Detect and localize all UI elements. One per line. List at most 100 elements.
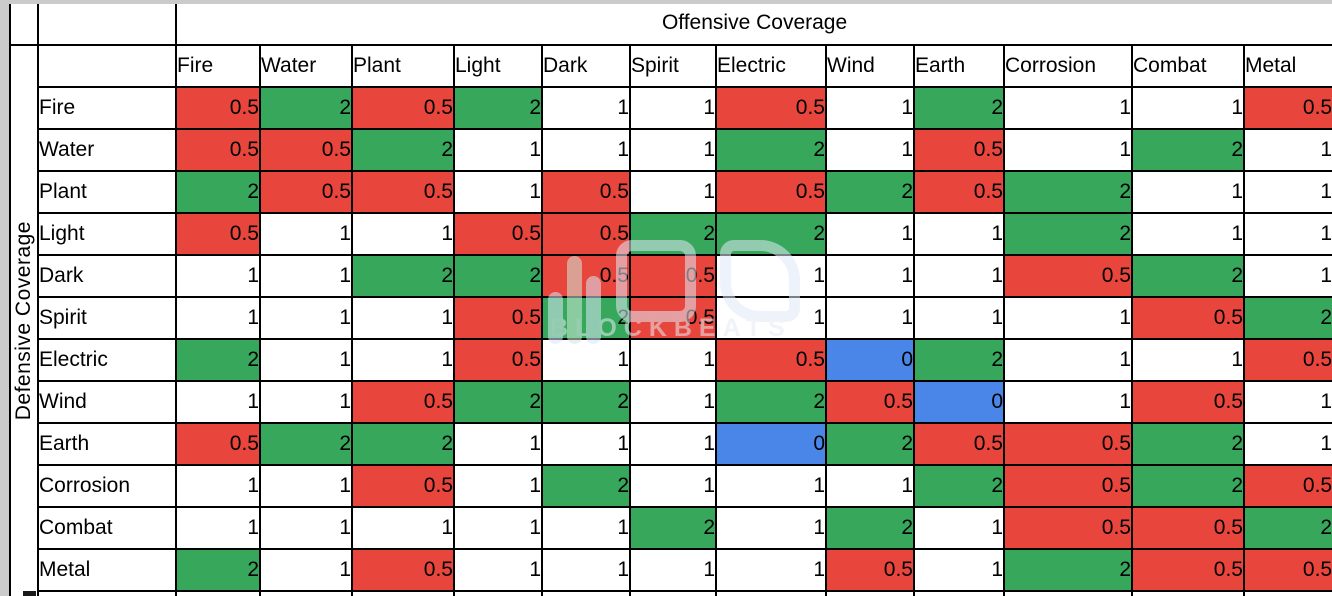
matrix-cell-metal-fire[interactable]: 2	[175, 548, 261, 592]
matrix-cell-wind-light[interactable]: 2	[453, 380, 543, 424]
matrix-cell-water-light[interactable]: 1	[453, 128, 543, 172]
matrix-cell-earth-earth[interactable]: 0.5	[913, 422, 1005, 466]
matrix-cell-metal-metal[interactable]: 0.5	[1242, 548, 1332, 592]
matrix-cell-combat-combat[interactable]: 0.5	[1131, 506, 1245, 550]
matrix-cell-electric-dark[interactable]: 1	[541, 338, 631, 382]
matrix-cell-metal-dark[interactable]: 1	[541, 548, 631, 592]
matrix-cell-spirit-wind[interactable]: 1	[825, 296, 915, 340]
matrix-cell-fire-light[interactable]: 2	[453, 86, 543, 130]
matrix-cell-fire-wind[interactable]: 1	[825, 86, 915, 130]
matrix-cell-earth-electric[interactable]: 0	[715, 422, 827, 466]
matrix-cell-corrosion-dark[interactable]: 2	[541, 464, 631, 508]
matrix-cell-water-earth[interactable]: 0.5	[913, 128, 1005, 172]
matrix-cell-electric-water[interactable]: 1	[259, 338, 353, 382]
matrix-cell-corrosion-corrosion[interactable]: 0.5	[1003, 464, 1133, 508]
col-header-corrosion[interactable]: Corrosion	[1003, 44, 1133, 88]
matrix-cell-metal-combat[interactable]: 0.5	[1131, 548, 1245, 592]
matrix-cell-light-electric[interactable]: 2	[715, 212, 827, 256]
matrix-cell-combat-plant[interactable]: 1	[351, 506, 455, 550]
matrix-cell-fire-combat[interactable]: 1	[1131, 86, 1245, 130]
matrix-cell-spirit-water[interactable]: 1	[259, 296, 353, 340]
matrix-cell-electric-corrosion[interactable]: 1	[1003, 338, 1133, 382]
matrix-cell-plant-combat[interactable]: 1	[1131, 170, 1245, 214]
matrix-cell-dark-light[interactable]: 2	[453, 254, 543, 298]
matrix-cell-combat-spirit[interactable]: 2	[629, 506, 717, 550]
matrix-cell-dark-wind[interactable]: 1	[825, 254, 915, 298]
matrix-cell-wind-corrosion[interactable]: 1	[1003, 380, 1133, 424]
matrix-cell-water-corrosion[interactable]: 1	[1003, 128, 1133, 172]
matrix-cell-plant-metal[interactable]: 1	[1242, 170, 1332, 214]
matrix-cell-plant-fire[interactable]: 2	[175, 170, 261, 214]
matrix-cell-light-fire[interactable]: 0.5	[175, 212, 261, 256]
matrix-cell-wind-fire[interactable]: 1	[175, 380, 261, 424]
matrix-cell-spirit-spirit[interactable]: 0.5	[629, 296, 717, 340]
matrix-cell-metal-electric[interactable]: 1	[715, 548, 827, 592]
matrix-cell-combat-corrosion[interactable]: 0.5	[1003, 506, 1133, 550]
matrix-cell-light-corrosion[interactable]: 2	[1003, 212, 1133, 256]
matrix-cell-plant-light[interactable]: 1	[453, 170, 543, 214]
matrix-cell-corrosion-wind[interactable]: 1	[825, 464, 915, 508]
matrix-cell-combat-water[interactable]: 1	[259, 506, 353, 550]
matrix-cell-light-wind[interactable]: 1	[825, 212, 915, 256]
matrix-cell-fire-water[interactable]: 2	[259, 86, 353, 130]
row-header-electric[interactable]: Electric	[37, 338, 177, 382]
matrix-cell-fire-dark[interactable]: 1	[541, 86, 631, 130]
matrix-cell-fire-plant[interactable]: 0.5	[351, 86, 455, 130]
row-header-spirit[interactable]: Spirit	[37, 296, 177, 340]
matrix-cell-metal-spirit[interactable]: 1	[629, 548, 717, 592]
col-header-light[interactable]: Light	[453, 44, 543, 88]
matrix-cell-fire-fire[interactable]: 0.5	[175, 86, 261, 130]
row-header-metal[interactable]: Metal	[37, 548, 177, 592]
matrix-cell-dark-metal[interactable]: 1	[1242, 254, 1332, 298]
matrix-cell-water-electric[interactable]: 2	[715, 128, 827, 172]
matrix-cell-dark-spirit[interactable]: 0.5	[629, 254, 717, 298]
matrix-cell-combat-wind[interactable]: 2	[825, 506, 915, 550]
matrix-cell-combat-light[interactable]: 1	[453, 506, 543, 550]
matrix-cell-plant-spirit[interactable]: 1	[629, 170, 717, 214]
matrix-cell-light-water[interactable]: 1	[259, 212, 353, 256]
matrix-cell-light-spirit[interactable]: 2	[629, 212, 717, 256]
matrix-cell-electric-spirit[interactable]: 1	[629, 338, 717, 382]
col-header-combat[interactable]: Combat	[1131, 44, 1245, 88]
matrix-cell-water-metal[interactable]: 1	[1242, 128, 1332, 172]
matrix-cell-combat-earth[interactable]: 1	[913, 506, 1005, 550]
matrix-cell-fire-corrosion[interactable]: 1	[1003, 86, 1133, 130]
col-header-earth[interactable]: Earth	[913, 44, 1005, 88]
col-header-wind[interactable]: Wind	[825, 44, 915, 88]
matrix-cell-light-dark[interactable]: 0.5	[541, 212, 631, 256]
matrix-cell-dark-water[interactable]: 1	[259, 254, 353, 298]
matrix-cell-metal-corrosion[interactable]: 2	[1003, 548, 1133, 592]
matrix-cell-combat-electric[interactable]: 1	[715, 506, 827, 550]
matrix-cell-plant-water[interactable]: 0.5	[259, 170, 353, 214]
col-header-dark[interactable]: Dark	[541, 44, 631, 88]
matrix-cell-electric-electric[interactable]: 0.5	[715, 338, 827, 382]
matrix-cell-wind-dark[interactable]: 2	[541, 380, 631, 424]
matrix-cell-combat-dark[interactable]: 1	[541, 506, 631, 550]
matrix-cell-spirit-dark[interactable]: 2	[541, 296, 631, 340]
row-header-corrosion[interactable]: Corrosion	[37, 464, 177, 508]
matrix-cell-corrosion-plant[interactable]: 0.5	[351, 464, 455, 508]
matrix-cell-light-earth[interactable]: 1	[913, 212, 1005, 256]
matrix-cell-corrosion-electric[interactable]: 1	[715, 464, 827, 508]
matrix-cell-dark-corrosion[interactable]: 0.5	[1003, 254, 1133, 298]
matrix-cell-water-fire[interactable]: 0.5	[175, 128, 261, 172]
matrix-cell-spirit-plant[interactable]: 1	[351, 296, 455, 340]
matrix-cell-dark-electric[interactable]: 1	[715, 254, 827, 298]
matrix-cell-metal-earth[interactable]: 1	[913, 548, 1005, 592]
row-header-fire[interactable]: Fire	[37, 86, 177, 130]
matrix-cell-plant-wind[interactable]: 2	[825, 170, 915, 214]
matrix-cell-light-combat[interactable]: 1	[1131, 212, 1245, 256]
matrix-cell-light-plant[interactable]: 1	[351, 212, 455, 256]
matrix-cell-corrosion-metal[interactable]: 0.5	[1242, 464, 1332, 508]
matrix-cell-electric-plant[interactable]: 1	[351, 338, 455, 382]
matrix-cell-corrosion-combat[interactable]: 2	[1131, 464, 1245, 508]
matrix-cell-electric-earth[interactable]: 2	[913, 338, 1005, 382]
row-header-plant[interactable]: Plant	[37, 170, 177, 214]
matrix-cell-earth-plant[interactable]: 2	[351, 422, 455, 466]
matrix-cell-dark-fire[interactable]: 1	[175, 254, 261, 298]
matrix-cell-combat-fire[interactable]: 1	[175, 506, 261, 550]
matrix-cell-water-plant[interactable]: 2	[351, 128, 455, 172]
matrix-cell-wind-spirit[interactable]: 1	[629, 380, 717, 424]
matrix-cell-plant-corrosion[interactable]: 2	[1003, 170, 1133, 214]
col-header-metal[interactable]: Metal	[1242, 44, 1332, 88]
